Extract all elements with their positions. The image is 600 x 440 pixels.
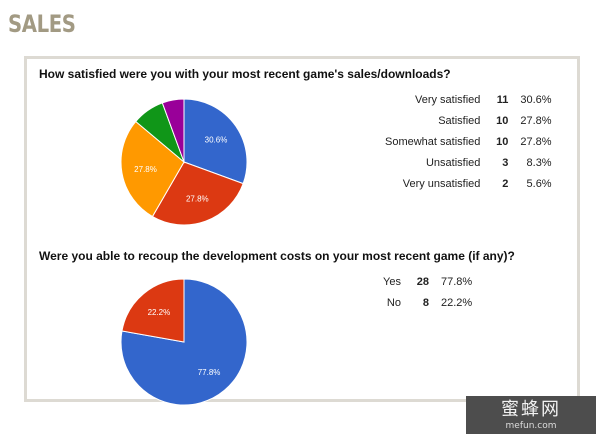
recoup-legend: Yes 28 77.8% No 8 22.2% (379, 271, 476, 313)
legend-count: 10 (496, 135, 509, 148)
watermark-logo: 蜜蜂网 (501, 399, 561, 420)
satisfaction-question: How satisfied were you with your most re… (39, 67, 451, 81)
legend-percent: 27.8% (520, 114, 552, 127)
legend-count: 8 (422, 296, 429, 309)
legend-percent: 5.6% (526, 177, 552, 190)
page-title: SALES (8, 10, 76, 38)
slice-label-very-satisfied: 30.6% (205, 136, 228, 145)
legend-row-satisfied: Satisfied 10 27.8% (381, 110, 556, 131)
legend-label: Satisfied (438, 114, 481, 127)
pie-slice-no (121, 278, 185, 343)
legend-percent: 27.8% (520, 135, 552, 148)
legend-label: Unsatisfied (425, 156, 481, 169)
legend-percent: 77.8% (440, 275, 473, 288)
recoup-question: Were you able to recoup the development … (39, 249, 515, 263)
slice-label-satisfied: 27.8% (186, 195, 209, 204)
watermark-url: mefun.com (505, 421, 557, 431)
slice-label-somewhat-satisfied: 27.8% (134, 165, 157, 174)
survey-panel: How satisfied were you with your most re… (24, 56, 580, 406)
legend-count: 3 (502, 156, 509, 169)
slice-label-no: 22.2% (148, 308, 171, 317)
legend-count: 10 (496, 114, 509, 127)
legend-percent: 30.6% (520, 93, 552, 106)
legend-percent: 22.2% (440, 296, 473, 309)
legend-label: Yes (383, 275, 401, 288)
pie-slice-somewhat-satisfied (120, 120, 185, 218)
legend-label: Very unsatisfied (402, 177, 481, 190)
legend-row-unsatisfied: Unsatisfied 3 8.3% (381, 152, 556, 173)
legend-row-very-satisfied: Very satisfied 11 30.6% (381, 89, 556, 110)
site-watermark: 蜜蜂网 mefun.com (466, 396, 596, 434)
pie-slice-very-satisfied (183, 98, 248, 185)
satisfaction-legend: Very satisfied 11 30.6% Satisfied 10 27.8% Som… (381, 89, 556, 194)
legend-row-very-unsatisfied: Very unsatisfied 2 5.6% (381, 173, 556, 194)
pie-slice-very-unsatisfied (161, 98, 185, 163)
satisfaction-pie-chart: 30.6% 27.8% 27.8% (120, 98, 248, 226)
legend-count: 11 (496, 93, 509, 106)
legend-label: Somewhat satisfied (385, 135, 481, 148)
legend-percent: 8.3% (526, 156, 552, 169)
recoup-pie-chart: 77.8% 22.2% (120, 278, 248, 406)
legend-row-somewhat-satisfied: Somewhat satisfied 10 27.8% (381, 131, 556, 152)
legend-label: No (386, 296, 401, 309)
legend-row-yes: Yes 28 77.8% (379, 271, 476, 292)
slice-label-yes: 77.8% (198, 368, 221, 377)
legend-label: Very satisfied (414, 93, 481, 106)
legend-row-no: No 8 22.2% (379, 292, 476, 313)
legend-count: 2 (502, 177, 509, 190)
legend-count: 28 (416, 275, 429, 288)
